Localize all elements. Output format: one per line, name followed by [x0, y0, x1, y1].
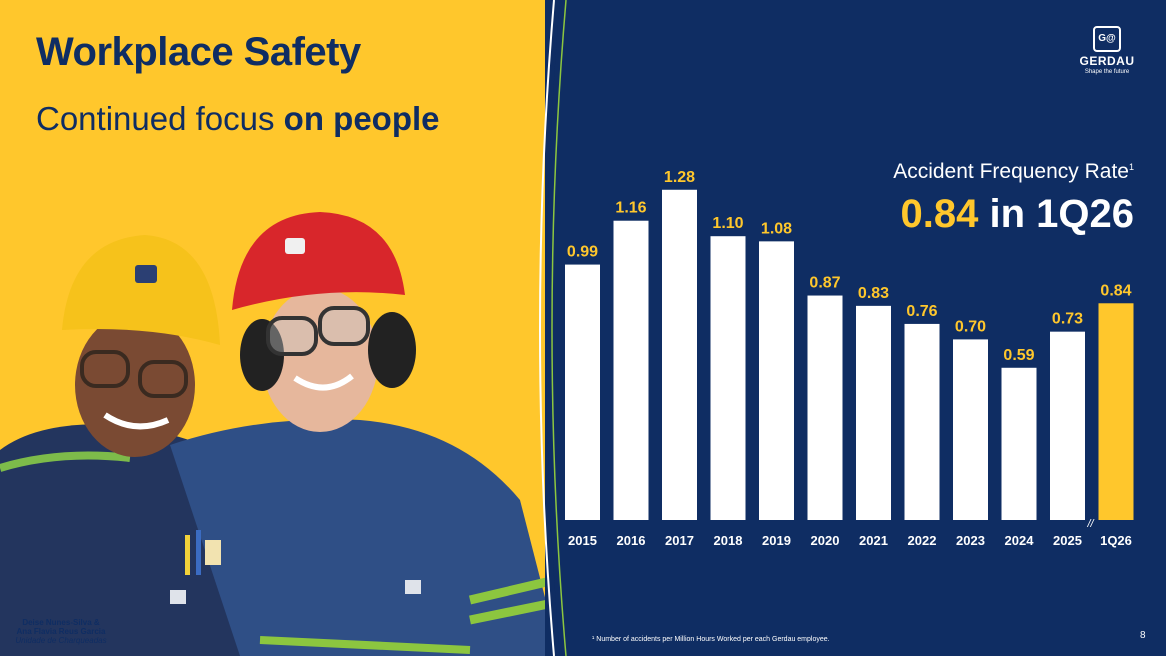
tick-label-2020: 2020	[811, 533, 840, 548]
value-label-2019: 1.08	[761, 220, 792, 237]
bar-2019	[759, 241, 794, 521]
bar-2022	[904, 323, 940, 520]
bar-2016	[613, 220, 649, 520]
page-subtitle: Continued focus on people	[36, 100, 440, 138]
bar-2025	[1050, 331, 1085, 520]
value-label-2016: 1.16	[615, 200, 646, 217]
bar-2021	[856, 305, 891, 520]
kpi-value: 0.84 in 1Q26	[901, 192, 1135, 237]
kpi-label: Accident Frequency Rate1	[893, 160, 1134, 184]
caption-line-1: Deise Nunes-Silva &	[22, 618, 100, 627]
value-label-2024: 0.59	[1003, 347, 1034, 364]
accident-rate-bar-chart: 0.99 2015 1.16 2016 1.28 2017 1.10 2018 1.08 2019…	[565, 169, 1134, 548]
bar-2023	[953, 339, 988, 520]
value-label-1Q26: 0.84	[1100, 282, 1131, 299]
tick-label-2016: 2016	[617, 533, 646, 548]
bar-2018	[710, 236, 746, 520]
subtitle-regular: Continued focus	[36, 100, 275, 137]
tick-label-2017: 2017	[665, 533, 694, 548]
footnote: ¹ Number of accidents per Million Hours …	[592, 636, 830, 643]
value-label-2022: 0.76	[906, 303, 937, 320]
bar-1Q26	[1098, 303, 1134, 520]
tick-label-2025: 2025	[1053, 533, 1082, 548]
value-label-2023: 0.70	[955, 318, 986, 335]
kpi-label-text: Accident Frequency Rate	[893, 160, 1129, 183]
gerdau-logo-icon: G@	[1093, 26, 1121, 52]
logo-name: GERDAU	[1079, 54, 1135, 68]
kpi-number: 0.84	[900, 192, 979, 236]
value-label-2018: 1.10	[712, 215, 743, 232]
logo-tagline: Shape the future	[1084, 69, 1130, 75]
axis-break-marker: //	[1086, 518, 1094, 530]
caption-line-2: Ana Flavia Reus Garcia	[16, 627, 106, 636]
tick-label-2024: 2024	[1005, 533, 1035, 548]
tick-label-2018: 2018	[714, 533, 743, 548]
workers-photo	[0, 212, 560, 656]
kpi-footnote-marker: 1	[1128, 162, 1134, 172]
tick-label-2022: 2022	[908, 533, 937, 548]
tick-label-2019: 2019	[762, 533, 791, 548]
tick-label-1Q26: 1Q26	[1100, 533, 1132, 548]
value-label-2017: 1.28	[664, 169, 695, 186]
value-label-2025: 0.73	[1052, 311, 1083, 328]
gerdau-logo: G@ GERDAU Shape the future	[1076, 26, 1138, 75]
bar-2020	[807, 295, 843, 520]
page-number: 8	[1140, 630, 1146, 641]
bar-2024	[1001, 367, 1037, 520]
tick-label-2015: 2015	[568, 533, 597, 548]
bar-2017	[662, 189, 697, 520]
bar-2015	[565, 264, 600, 520]
value-label-2020: 0.87	[809, 275, 840, 292]
tick-label-2023: 2023	[956, 533, 985, 548]
value-label-2021: 0.83	[858, 285, 889, 302]
value-label-2015: 0.99	[567, 244, 598, 261]
subtitle-bold: on people	[283, 100, 440, 137]
kpi-period: in 1Q26	[989, 192, 1134, 236]
photo-caption: Deise Nunes-Silva & Ana Flavia Reus Garc…	[6, 618, 116, 645]
caption-line-3: Unidade de Charqueadas	[15, 636, 107, 645]
page-title: Workplace Safety	[36, 30, 361, 74]
left-panel: Workplace Safety Continued focus on peop…	[0, 0, 560, 656]
tick-label-2021: 2021	[859, 533, 888, 548]
